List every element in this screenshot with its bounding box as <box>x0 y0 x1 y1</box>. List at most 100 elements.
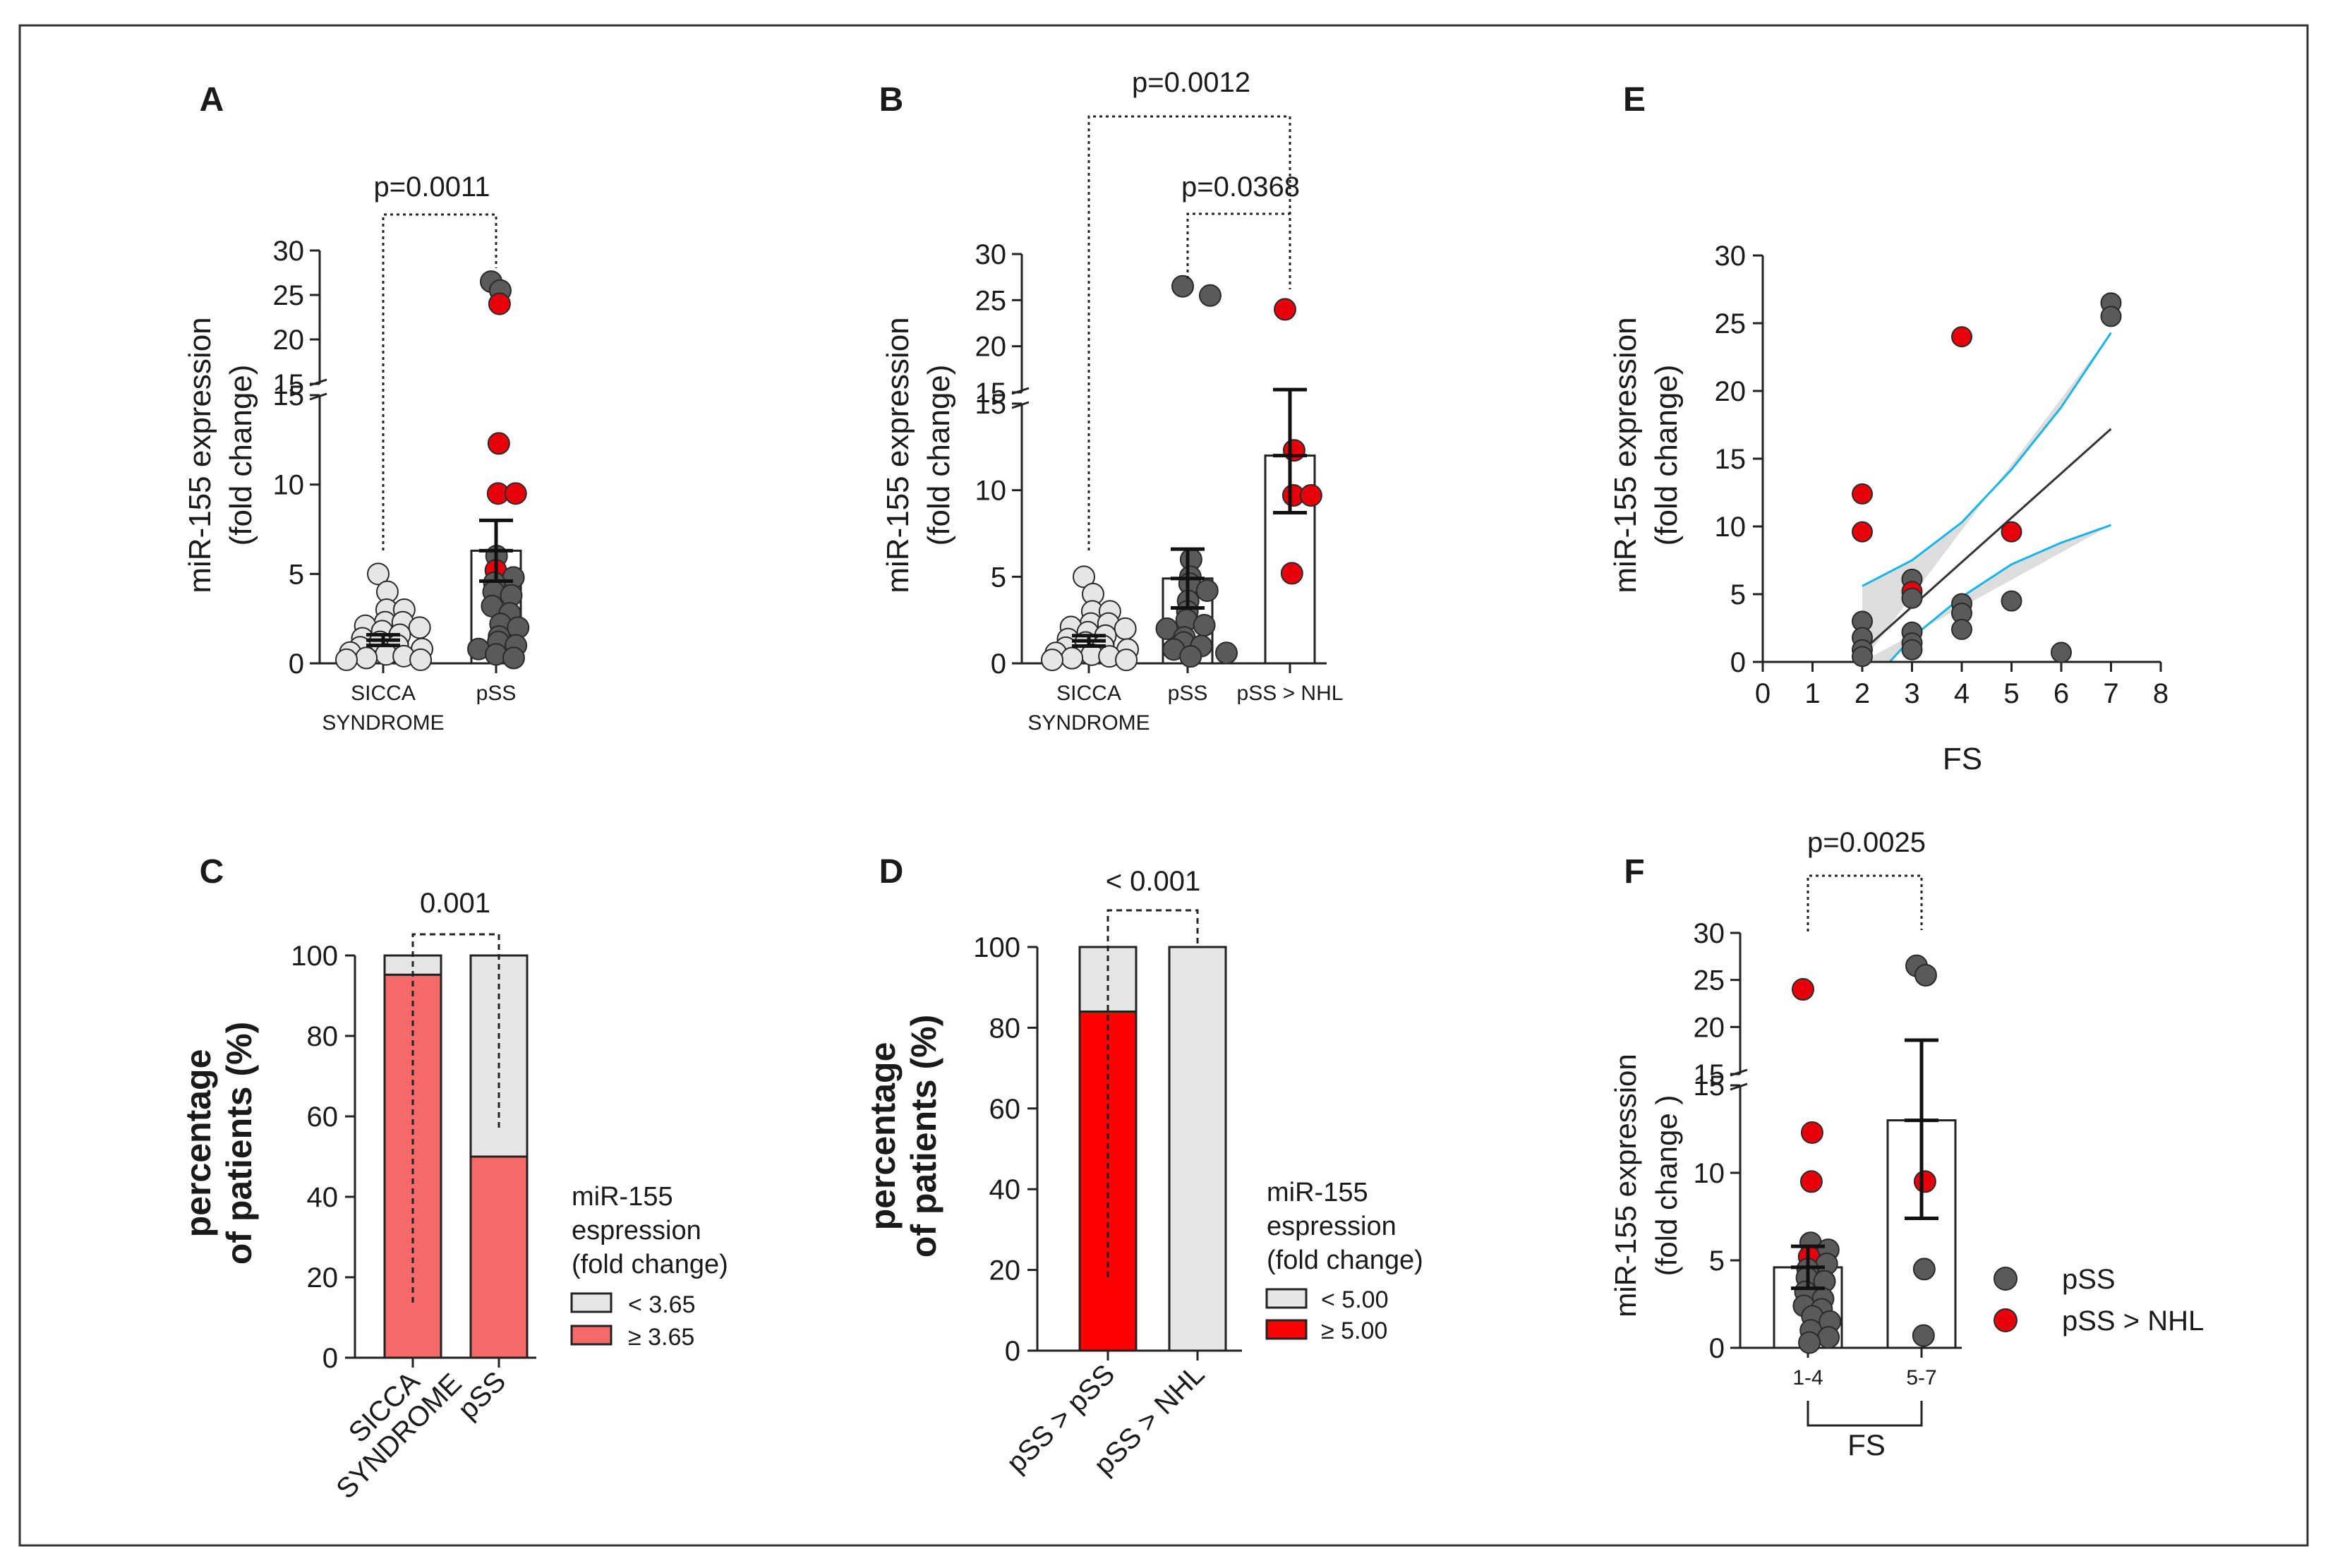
x-tick-label: 7 <box>2103 678 2118 709</box>
y-axis-title: (fold change) <box>922 365 956 546</box>
y-tick-label: 30 <box>975 239 1007 270</box>
y-tick-label: 40 <box>989 1174 1021 1205</box>
y-tick-label: 25 <box>975 285 1007 316</box>
p-value-annotation: p=0.0011 <box>374 171 490 203</box>
data-point <box>1799 1170 1823 1193</box>
legend-swatch-high <box>1265 1319 1308 1340</box>
data-point <box>2051 641 2072 663</box>
x-tick-label: SYNDROME <box>322 711 444 735</box>
y-tick-label: 25 <box>1694 965 1725 996</box>
data-point <box>1792 978 1814 1001</box>
y-axis-title: miR-155 expression <box>183 317 217 593</box>
data-point <box>1041 649 1063 672</box>
y-tick-label: 20 <box>1694 1012 1725 1043</box>
legend-label: pSS > NHL <box>2062 1305 2204 1337</box>
x-tick-label: SICCA <box>351 682 416 705</box>
y-tick-label: 15 <box>1694 1059 1725 1090</box>
data-point <box>367 562 390 586</box>
data-point <box>1299 484 1322 507</box>
significance-bracket <box>1186 212 1291 289</box>
data-point <box>502 646 525 670</box>
x-tick-label: 2 <box>1854 678 1870 709</box>
y-tick-label: 60 <box>307 1102 339 1133</box>
p-value-annotation: 0.001 <box>420 888 490 919</box>
x-tick-label: pSS <box>1168 682 1208 705</box>
data-point <box>1115 649 1138 672</box>
data-point <box>2001 521 2022 543</box>
axis-break-mark <box>1730 1082 1748 1091</box>
data-point <box>1912 1324 1935 1347</box>
y-tick-label: 30 <box>1715 241 1747 272</box>
legend-title: miR-155 <box>1267 1178 1368 1207</box>
y-tick-label: 0 <box>1730 647 1746 678</box>
y-axis-title: (fold change) <box>1649 365 1684 546</box>
y-tick-label: 10 <box>975 476 1007 507</box>
chart-panel-a: miR-155 expression (fold change) p=0.001… <box>183 171 530 735</box>
legend-title: (fold change) <box>572 1250 728 1279</box>
data-point <box>1114 617 1137 640</box>
data-point <box>1798 1331 1821 1354</box>
y-tick-label: 0 <box>991 649 1006 680</box>
data-point <box>1282 439 1305 462</box>
figure-border <box>18 24 2309 1547</box>
x-axis-title: FS <box>1847 1428 1886 1461</box>
data-point <box>1274 298 1296 321</box>
legend-label: ≥ 3.65 <box>628 1324 694 1351</box>
y-axis-title: of patients (%) <box>904 1015 943 1258</box>
data-point <box>355 646 378 670</box>
y-tick-label: 10 <box>273 470 305 501</box>
x-tick-label: 0 <box>1755 678 1771 709</box>
legend-swatch-pss <box>1994 1267 2018 1291</box>
x-axis-title: FS <box>1943 742 1982 776</box>
y-tick-label: 100 <box>973 932 1020 963</box>
y-tick-label: 0 <box>322 1343 338 1374</box>
y-tick-label: 10 <box>1694 1158 1725 1189</box>
y-tick-label: 0 <box>289 649 304 680</box>
data-point <box>1280 562 1303 585</box>
y-tick-label: 20 <box>989 1255 1021 1286</box>
legend-swatch-pss-nhl <box>1994 1308 2018 1332</box>
y-tick-label: 0 <box>1709 1333 1725 1364</box>
y-tick-label: 15 <box>1715 444 1747 475</box>
legend-title: (fold change) <box>1267 1246 1423 1275</box>
data-point <box>1073 565 1095 589</box>
data-point <box>1179 645 1202 668</box>
y-tick-label: 5 <box>991 562 1006 593</box>
y-tick-label: 5 <box>289 559 304 590</box>
y-axis-title: percentage <box>179 1049 218 1238</box>
bar-segment-high <box>1078 1011 1138 1352</box>
x-tick-label: SICCA <box>1056 682 1121 705</box>
significance-bracket <box>1807 874 1923 931</box>
data-point <box>1193 614 1216 637</box>
legend-title: miR-155 <box>572 1182 673 1212</box>
y-axis-title: percentage <box>863 1042 903 1231</box>
y-tick-label: 15 <box>975 378 1007 409</box>
y-tick-label: 15 <box>273 380 305 411</box>
regression-line <box>1862 428 2112 652</box>
chart-panel-e: miR-155 expression (fold change) FS 0510… <box>1608 241 2169 776</box>
data-point <box>1817 1326 1840 1349</box>
significance-bracket <box>382 213 497 550</box>
legend-swatch-low <box>1265 1288 1308 1309</box>
y-tick-label: 30 <box>1694 918 1725 949</box>
x-tick-label: 4 <box>1954 678 1970 709</box>
p-value-annotation: p=0.0368 <box>1181 171 1300 203</box>
y-tick-label: 25 <box>1715 308 1747 339</box>
x-tick-label: 8 <box>2153 678 2169 709</box>
p-value-annotation: p=0.0012 <box>1132 67 1250 98</box>
data-point <box>2001 590 2022 612</box>
y-axis-title: miR-155 expression <box>1609 1054 1642 1317</box>
y-tick-label: 20 <box>1715 376 1747 407</box>
legend-label: < 5.00 <box>1321 1286 1388 1313</box>
chart-panel-b: miR-155 expression (fold change) p=0.001… <box>881 67 1343 735</box>
panel-letter-e: E <box>1623 81 1646 119</box>
y-axis-title: (fold change) <box>224 365 258 546</box>
y-tick-label: 20 <box>975 332 1007 363</box>
p-value-annotation: p=0.0025 <box>1807 827 1926 858</box>
data-point <box>335 648 358 671</box>
data-point <box>1913 1170 1936 1193</box>
y-axis-title: (fold change ) <box>1650 1095 1683 1277</box>
y-tick-label: 15 <box>975 389 1007 420</box>
x-tick-label: 1 <box>1804 678 1820 709</box>
y-tick-label: 10 <box>1715 512 1747 543</box>
